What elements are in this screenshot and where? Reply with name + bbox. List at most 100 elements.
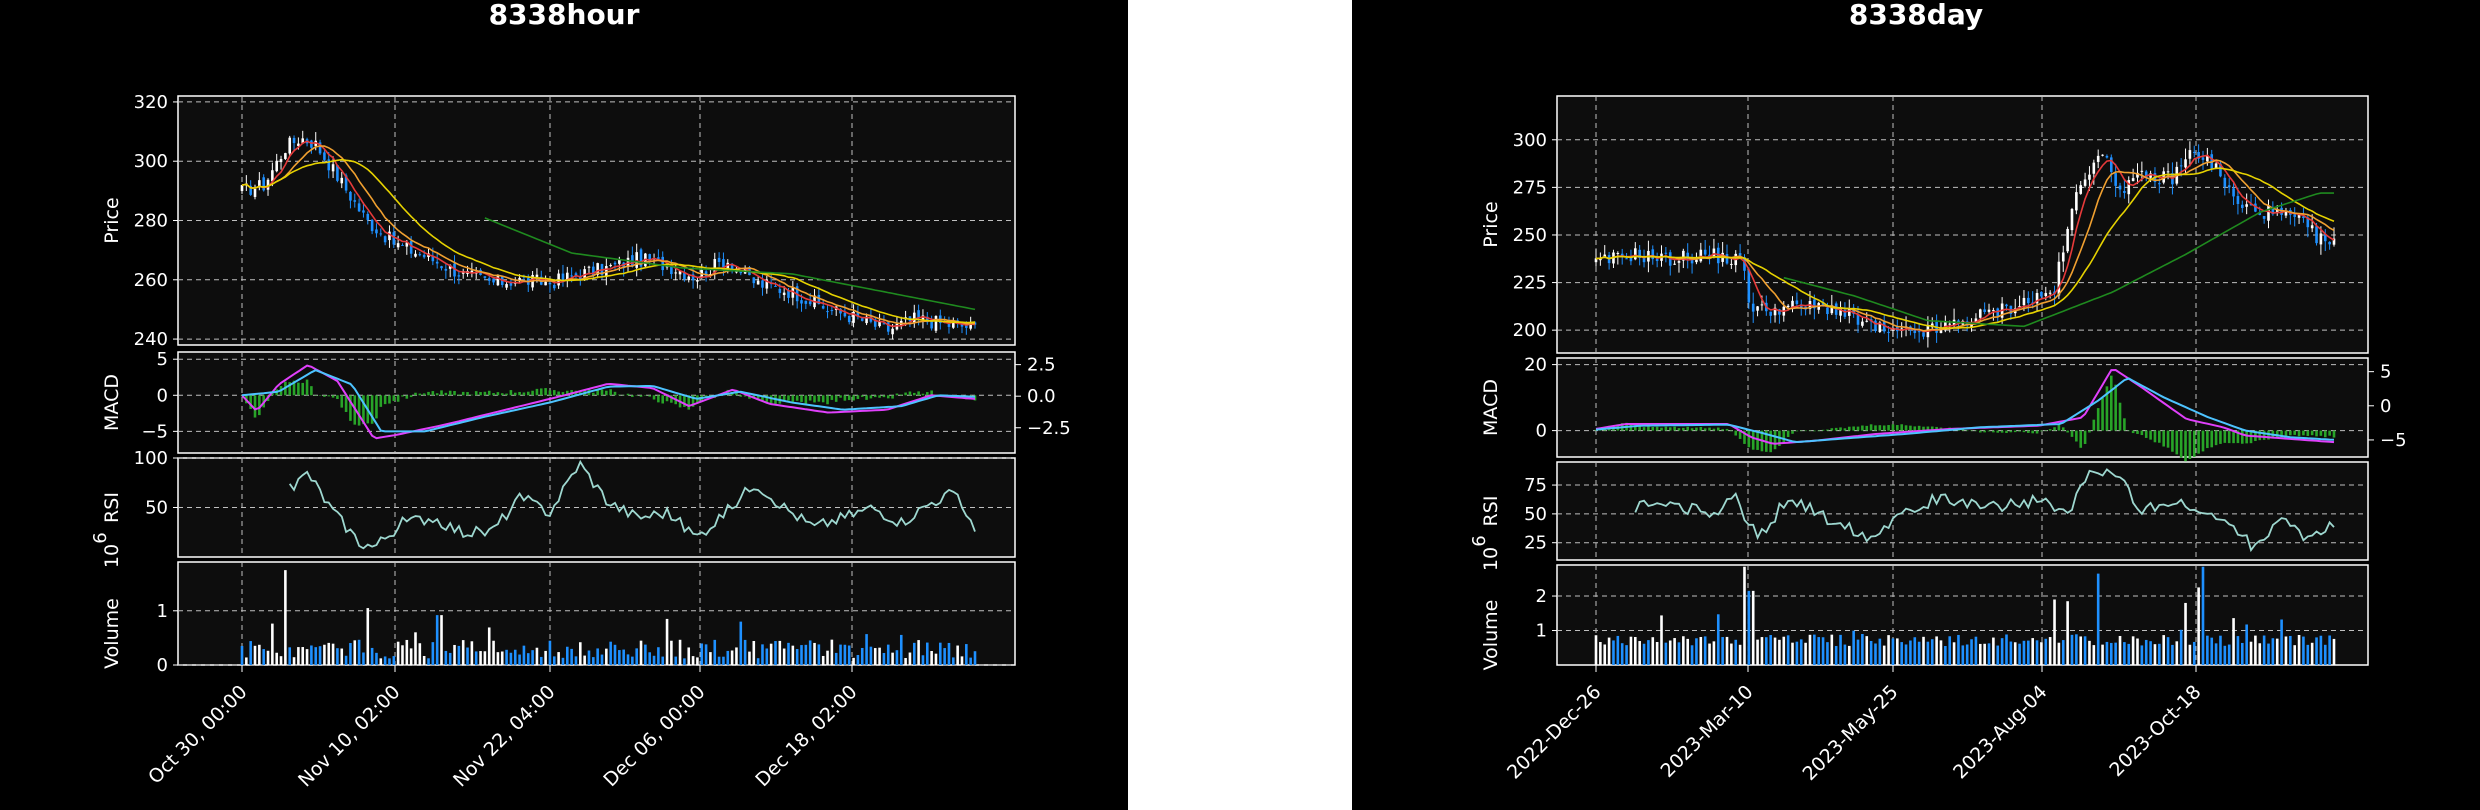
candle-body [570,275,573,277]
macd-histogram-bar [2066,430,2069,433]
volume-bar [362,652,365,665]
macd-histogram-bar [483,391,487,396]
volume-bar [1896,638,1899,665]
volume-bar [1795,641,1799,665]
volume-bar [284,570,287,665]
volume-bar [1865,636,1869,665]
volume-bar [396,641,400,665]
volume-bar [1882,645,1886,665]
candle-body [2315,226,2318,244]
macd-histogram-bar [1992,430,1995,433]
volume-bar [422,656,426,665]
y-axis-label: Volume [1480,600,1502,671]
candle-body [240,185,244,192]
macd-histogram-bar [2048,429,2052,431]
candle-body [843,312,847,317]
candle-body [965,324,968,328]
macd-histogram-bar [2319,430,2323,436]
macd-histogram-bar [2000,430,2004,433]
volume-bar [2275,638,2279,665]
candle-body [1655,258,1659,262]
candle-body [2105,155,2109,158]
macd-y-tick: 5 [157,349,168,370]
volume-bar [908,652,912,665]
candle-body [787,290,790,298]
macd-histogram-bar [1817,430,1821,432]
candle-body [1708,254,1711,257]
macd-histogram-bar [639,395,643,397]
macd-histogram-bar [1786,430,1790,438]
x-tick-label: 2022-Dec-26 [1503,681,1606,784]
volume-bar [596,648,599,665]
macd-histogram-bar [1651,426,1655,431]
candle-body [344,175,348,191]
macd-histogram-bar [396,395,400,402]
macd-histogram-bar [1974,430,1978,432]
volume-bar [240,645,244,665]
candle-body [448,265,452,269]
macd-histogram-bar [1703,428,1707,431]
macd-histogram-bar [2114,384,2117,431]
macd-histogram-bar [2258,430,2262,441]
candle-body [1843,310,1847,317]
volume-bar [622,649,625,665]
candle-body [1769,311,1772,316]
ma-long-line [241,158,976,324]
candle-body [817,294,821,305]
volume-bar [2044,638,2048,665]
volume-bar [934,653,938,665]
candle-body [2109,157,2113,172]
volume-bar [652,655,656,665]
candle-body [717,257,721,262]
candle-body [2158,183,2161,185]
volume-bar [2131,636,2135,665]
candle-body [2245,204,2248,207]
candle-body [2149,173,2152,178]
macd-histogram-bar [2332,430,2336,438]
volume-bar [418,643,422,665]
macd-panel [177,351,1016,454]
volume-bar [518,654,521,665]
volume-bar [2000,638,2004,665]
candle-body [2044,293,2048,297]
volume-bar [1703,636,1707,665]
macd-histogram-bar [2323,430,2327,438]
volume-bar [2302,636,2305,665]
volume-bar [548,640,552,665]
macd-histogram-bar [739,395,743,397]
macd-histogram-bar [496,392,500,396]
candle-body [1786,305,1790,308]
volume-bar [644,644,647,665]
macd-histogram-bar [2027,430,2030,433]
volume-bar [1987,643,1991,665]
volume-bar [2040,642,2043,665]
macd-histogram-bar [2158,430,2161,443]
candle-body [1625,258,1628,260]
candle-body [2035,293,2039,304]
candle-body [2302,216,2305,219]
macd-histogram-bar [362,395,365,425]
volume-bar [305,649,309,665]
macd-histogram-bar [756,395,760,400]
macd-histogram-bar [2232,430,2235,444]
candle-body [687,276,691,281]
macd-histogram-bar [800,395,803,402]
macd-histogram-bar [292,380,296,396]
y-axis-label: Volume [101,598,123,669]
candle-body [917,310,920,318]
candle-body [2096,155,2100,162]
macd-histogram-bar [2223,430,2227,443]
volume-bar [2088,640,2091,665]
volume-bar [2245,624,2248,665]
volume-bar [1852,630,1855,665]
volume-bar [886,644,890,665]
macd-histogram-bar [921,393,925,396]
macd-histogram-bar [401,395,404,397]
volume-bar [600,654,604,665]
volume-bar [1996,645,2000,665]
volume-bar [2210,637,2214,665]
candle-body [375,229,378,234]
volume-bar [1847,645,1851,665]
volume-bar [943,648,946,665]
macd-histogram-bar [839,395,842,398]
